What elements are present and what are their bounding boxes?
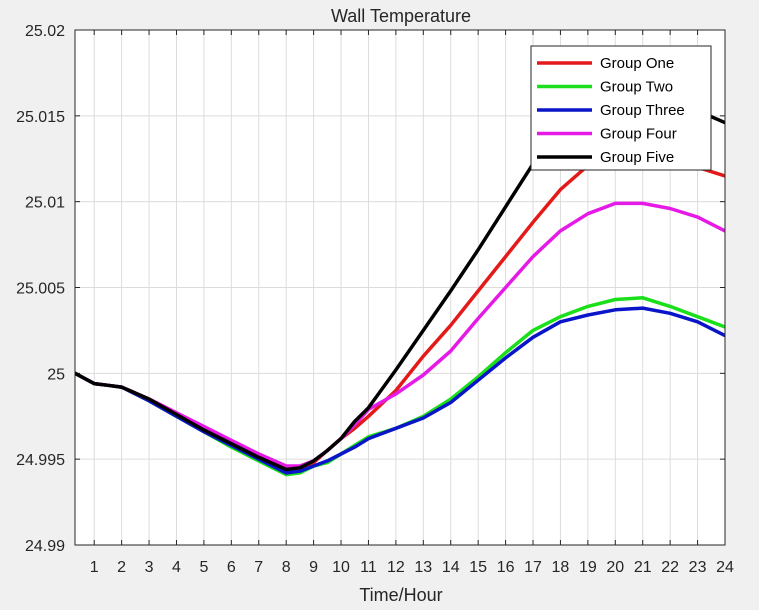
x-tick-label: 1 [90, 559, 99, 576]
x-tick-label: 19 [579, 559, 597, 576]
x-tick-label: 7 [254, 559, 263, 576]
x-tick-label: 21 [634, 559, 652, 576]
grid [75, 29, 726, 546]
x-axis-title: Time/Hour [359, 585, 442, 605]
x-tick-label: 14 [442, 559, 460, 576]
x-tick-label: 15 [469, 559, 487, 576]
legend-label-group-two: Group Two [600, 79, 673, 96]
y-tick-label: 25.005 [16, 281, 65, 298]
x-tick-label: 20 [606, 559, 624, 576]
legend-label-group-three: Group Three [600, 102, 685, 119]
x-tick-label: 2 [117, 559, 126, 576]
x-tick-label: 3 [145, 559, 154, 576]
legend-label-group-four: Group Four [600, 126, 677, 143]
x-tick-label: 10 [332, 559, 350, 576]
legend-label-group-one: Group One [600, 55, 674, 72]
x-tick-label: 5 [199, 559, 208, 576]
x-tick-labels: 1 2 3 4 5 6 7 8 9 10 11 12 13 14 15 16 17 18 19 20 21 22 23 24 [90, 559, 734, 576]
x-tick-label: 22 [661, 559, 679, 576]
x-tick-label: 17 [524, 559, 542, 576]
y-tick-labels: 24.99 24.995 25 25.005 25.01 25.015 25.02 [16, 23, 65, 555]
x-tick-label: 11 [360, 559, 377, 576]
x-tick-label: 18 [552, 559, 570, 576]
legend-label-group-five: Group Five [600, 149, 674, 166]
y-tick-label: 25 [47, 366, 65, 383]
x-tick-label: 23 [689, 559, 707, 576]
x-tick-label: 12 [387, 559, 405, 576]
chart-title: Wall Temperature [331, 6, 471, 26]
x-tick-label: 13 [414, 559, 432, 576]
x-tick-label: 4 [172, 559, 181, 576]
y-tick-label: 25.015 [16, 109, 65, 126]
y-tick-label: 24.995 [16, 452, 65, 469]
x-tick-label: 9 [309, 559, 318, 576]
x-tick-label: 24 [716, 559, 734, 576]
y-tick-label: 25.01 [25, 195, 65, 212]
legend-box [530, 45, 712, 171]
x-tick-label: 16 [497, 559, 515, 576]
x-tick-label: 8 [282, 559, 291, 576]
x-tick-label: 6 [227, 559, 236, 576]
y-tick-label: 24.99 [25, 538, 65, 555]
y-tick-label: 25.02 [25, 23, 65, 40]
legend[interactable]: Group One Group Two Group Three Group Four G… [530, 45, 712, 171]
plot-frame [74, 29, 726, 546]
